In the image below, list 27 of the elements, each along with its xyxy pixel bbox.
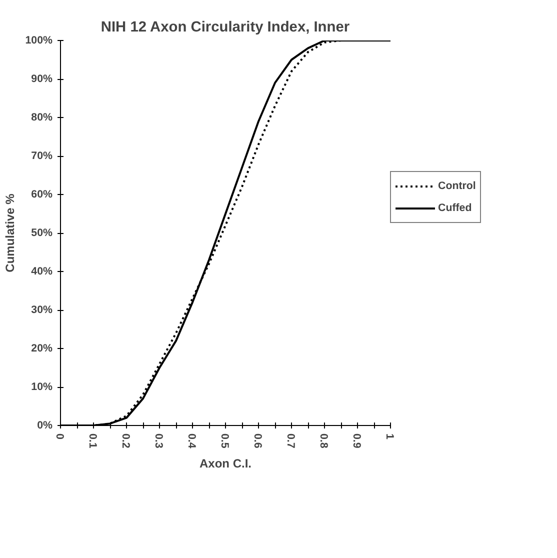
y-axis-title: Cumulative %: [3, 193, 18, 272]
x-tick-label: 1: [384, 434, 396, 440]
x-tick-label: 0.9: [350, 434, 362, 448]
x-tick-label: 0.2: [120, 434, 132, 448]
x-tick-label: 0.8: [318, 434, 330, 448]
y-tick-label: 40%: [31, 266, 54, 278]
y-tick-label: 80%: [31, 112, 54, 124]
y-tick-label: 90%: [31, 73, 54, 85]
x-tick-label: 0.1: [86, 434, 98, 448]
x-axis-title: Axon C.I.: [200, 456, 252, 470]
x-tick-label: 0.7: [284, 434, 296, 448]
x-tick-label: 0.5: [218, 434, 230, 448]
x-tick-label: 0.3: [152, 434, 164, 448]
y-tick-label: 30%: [31, 304, 54, 316]
y-tick-label: 70%: [31, 150, 54, 162]
chart-title: NIH 12 Axon Circularity Index, Inner: [100, 20, 350, 36]
y-tick-label: 10%: [31, 381, 54, 393]
y-tick-label: 20%: [31, 342, 54, 354]
legend-label: Control: [438, 180, 476, 192]
y-tick-label: 100%: [25, 34, 54, 46]
legend-label: Cuffed: [438, 202, 472, 214]
x-tick-label: 0.4: [186, 434, 198, 448]
x-tick-label: 0: [54, 434, 66, 440]
x-tick-label: 0.6: [252, 434, 264, 448]
y-tick-label: 60%: [31, 188, 54, 200]
y-tick-label: 0%: [37, 420, 54, 432]
y-tick-label: 50%: [31, 227, 54, 239]
